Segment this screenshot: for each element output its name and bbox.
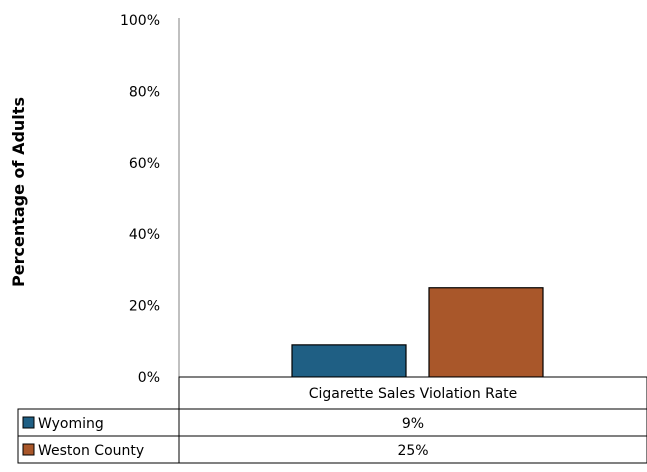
bar-weston-county	[428, 287, 544, 378]
legend-swatch-weston-county	[22, 443, 35, 456]
bars	[291, 287, 544, 378]
bar-wyoming	[291, 344, 407, 378]
table-row	[17, 435, 647, 464]
legend-swatch-wyoming	[22, 416, 35, 429]
table-series-cell	[17, 408, 180, 437]
y-tick-label: 60%	[129, 156, 160, 172]
table-header-cell	[178, 376, 647, 410]
data-table: Cigarette Sales Violation Rate Wyoming 9%…	[17, 376, 647, 464]
y-tick-label: 40%	[129, 227, 160, 243]
legend-label-wyoming: Wyoming	[38, 416, 104, 432]
y-tick-labels: 0% 20% 40% 60% 80% 100%	[120, 13, 160, 386]
category-label: Cigarette Sales Violation Rate	[309, 386, 518, 402]
y-tick-label: 0%	[138, 370, 160, 386]
y-tick-label: 100%	[120, 13, 160, 29]
data-label-wyoming: 9%	[402, 416, 424, 432]
data-label-weston-county: 25%	[397, 443, 428, 459]
y-tick-label: 80%	[129, 84, 160, 100]
y-tick-label: 20%	[129, 299, 160, 315]
y-axis-label: Percentage of Adults	[9, 97, 28, 287]
legend-label-weston-county: Weston County	[38, 443, 144, 459]
